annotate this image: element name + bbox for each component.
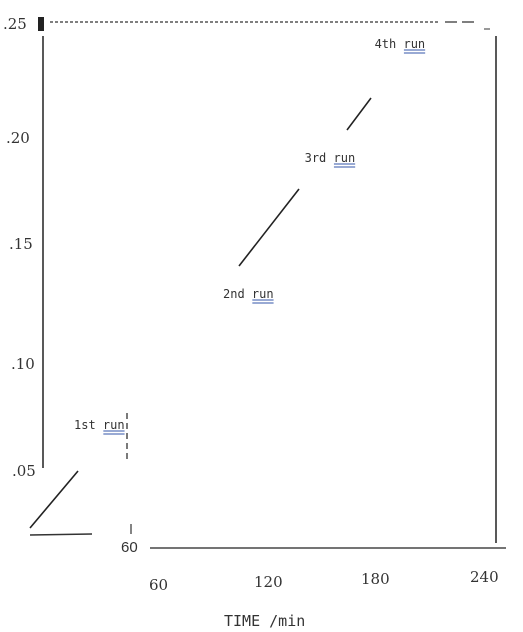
y-tick-label-20: .20: [6, 129, 30, 147]
inset-tick-label: 60: [121, 539, 138, 556]
run-label-1: 1st run: [74, 418, 125, 432]
y-tick-label-05: .05: [12, 462, 36, 480]
series-line-1: [29, 470, 79, 529]
y-axis-top-bracket: [38, 17, 44, 31]
run-label-layer: 1st run 2nd run 3rd run 4th run: [74, 37, 426, 435]
run-label-3: 3rd run: [305, 151, 356, 165]
x-tick-label-240: 240: [470, 568, 499, 586]
series-layer: [29, 97, 372, 536]
y-tick-label-15: .15: [9, 235, 33, 253]
y-tick-label-25: .25: [3, 15, 27, 33]
x-axis-title: TIME /min: [224, 612, 305, 630]
y-tick-label-10: .10: [11, 355, 35, 373]
inset-baseline: [29, 533, 93, 536]
x-tick-label-120: 120: [254, 573, 283, 591]
x-tick-label-60: 60: [149, 576, 168, 594]
run-label-4: 4th run: [375, 37, 426, 51]
series-line-2: [238, 188, 300, 267]
run-label-2: 2nd run: [223, 287, 274, 301]
x-tick-label-180: 180: [361, 570, 390, 588]
series-line-3: [346, 97, 372, 131]
